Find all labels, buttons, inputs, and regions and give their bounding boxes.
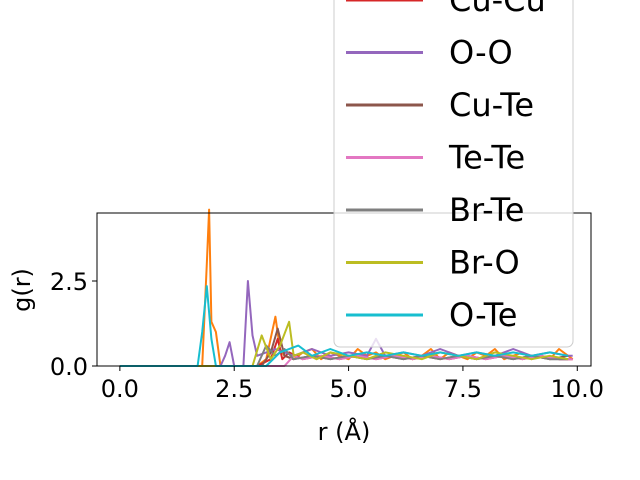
y-axis-label: g(r) (8, 268, 36, 312)
x-tick-label: 2.5 (215, 375, 253, 403)
x-axis-label: r (Å) (318, 417, 371, 446)
x-tick-label: 0.0 (101, 375, 139, 403)
legend-label-cu-cu: Cu-Cu (449, 0, 546, 19)
y-axis: 0.0 2.5 (50, 268, 97, 381)
y-tick-label: 2.5 (50, 268, 88, 296)
legend-label-br-te: Br-Te (449, 191, 524, 229)
legend-label-cu-te: Cu-Te (449, 86, 534, 124)
x-tick-label: 5.0 (329, 375, 367, 403)
x-axis: 0.0 2.5 5.0 7.5 10.0 (101, 366, 604, 403)
series-line-br-o (119, 320, 569, 367)
legend-label-o-o: O-O (449, 34, 513, 72)
x-tick-label: 7.5 (444, 375, 482, 403)
legend-label-o-te: O-Te (449, 296, 517, 334)
legend-label-br-o: Br-O (449, 244, 520, 282)
y-tick-label: 0.0 (50, 353, 88, 381)
legend-box (333, 0, 574, 348)
series-line-o-te (119, 285, 569, 367)
series-line-te-te (119, 354, 573, 367)
x-tick-label: 10.0 (551, 375, 604, 403)
legend-label-te-te: Te-Te (448, 139, 525, 177)
